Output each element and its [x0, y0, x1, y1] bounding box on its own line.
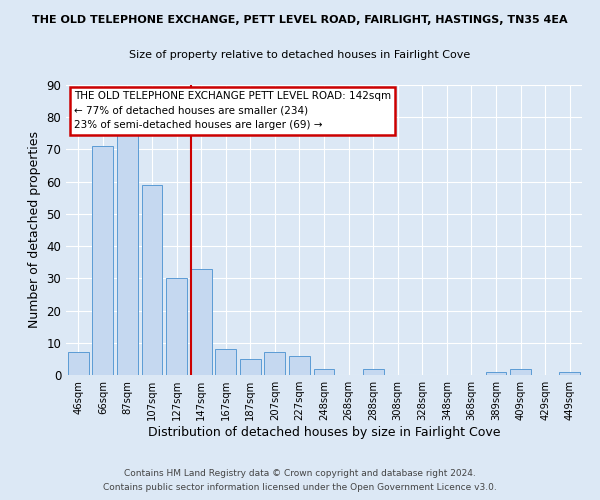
X-axis label: Distribution of detached houses by size in Fairlight Cove: Distribution of detached houses by size … [148, 426, 500, 439]
Bar [289, 356, 310, 375]
Bar [265, 352, 286, 375]
Text: Contains HM Land Registry data © Crown copyright and database right 2024.: Contains HM Land Registry data © Crown c… [124, 468, 476, 477]
Bar [510, 368, 531, 375]
Text: Contains public sector information licensed under the Open Government Licence v3: Contains public sector information licen… [103, 484, 497, 492]
Bar [92, 146, 113, 375]
Bar [240, 359, 261, 375]
Bar [362, 368, 383, 375]
Text: THE OLD TELEPHONE EXCHANGE PETT LEVEL ROAD: 142sqm
← 77% of detached houses are : THE OLD TELEPHONE EXCHANGE PETT LEVEL RO… [74, 91, 391, 130]
Y-axis label: Number of detached properties: Number of detached properties [28, 132, 41, 328]
Bar [166, 278, 187, 375]
Text: THE OLD TELEPHONE EXCHANGE, PETT LEVEL ROAD, FAIRLIGHT, HASTINGS, TN35 4EA: THE OLD TELEPHONE EXCHANGE, PETT LEVEL R… [32, 15, 568, 25]
Bar [191, 268, 212, 375]
Bar [559, 372, 580, 375]
Text: Size of property relative to detached houses in Fairlight Cove: Size of property relative to detached ho… [130, 50, 470, 60]
Bar [485, 372, 506, 375]
Bar [314, 368, 334, 375]
Bar [117, 134, 138, 375]
Bar [215, 349, 236, 375]
Bar [68, 352, 89, 375]
Bar [142, 185, 163, 375]
